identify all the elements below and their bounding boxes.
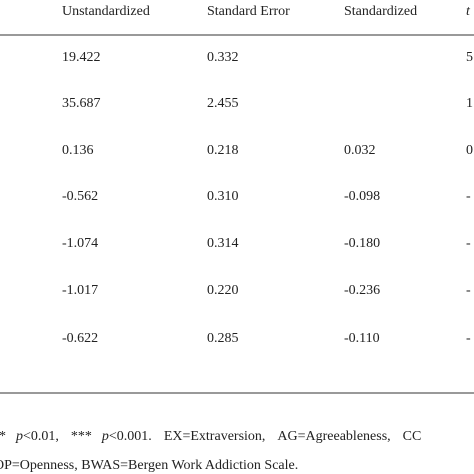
table-cell: -1.017	[62, 283, 98, 298]
table-cell: 0.310	[207, 189, 239, 204]
footnote-part: *	[0, 429, 6, 444]
column-header: Standard Error	[207, 4, 290, 19]
table-cell: 5	[466, 50, 473, 65]
table-cell: 0.032	[344, 143, 376, 158]
table-cell: 0.136	[62, 143, 94, 158]
table-cell: 0.332	[207, 50, 239, 65]
footnote-part: p	[101, 429, 109, 444]
table-cell: -1.074	[62, 236, 98, 251]
footnote-part: CC	[403, 429, 422, 444]
column-header: Standardized	[344, 4, 417, 19]
footnote-part: AG=Agreeableness,	[277, 429, 390, 444]
table-cell: -	[466, 236, 471, 251]
footnote-part: EX=Extraversion,	[164, 429, 266, 444]
footnote-part: ***	[71, 429, 92, 444]
table-cell: 35.687	[62, 96, 101, 111]
footnote-part: <0.001.	[109, 429, 152, 444]
table-cell: -0.562	[62, 189, 98, 204]
table-cell: 0.220	[207, 283, 239, 298]
table-cell: 0.218	[207, 143, 239, 158]
table-cell: -	[466, 189, 471, 204]
table-cell: -0.622	[62, 331, 98, 346]
column-header: Unstandardized	[62, 4, 150, 19]
table-cell: 0.285	[207, 331, 239, 346]
table-cell: 2.455	[207, 96, 239, 111]
footnote-part: <0.01,	[23, 429, 59, 444]
table-cell: -0.110	[344, 331, 380, 346]
table-cell: -0.098	[344, 189, 380, 204]
table-cell: -0.180	[344, 236, 380, 251]
table-cell: 1	[466, 96, 473, 111]
footnote-line: *p<0.01,***p<0.001.EX=Extraversion,AG=Ag…	[0, 429, 421, 444]
table-cell: 0.314	[207, 236, 239, 251]
footnote-line: OP=Openness, BWAS=Bergen Work Addiction …	[0, 458, 298, 473]
table-cell: 0	[466, 143, 473, 158]
table-cell: 19.422	[62, 50, 101, 65]
table-cell: -	[466, 283, 471, 298]
column-header: t	[466, 4, 471, 19]
footnote-part: p	[15, 429, 23, 444]
table-cell: -0.236	[344, 283, 380, 298]
table-cell: -	[466, 331, 471, 346]
